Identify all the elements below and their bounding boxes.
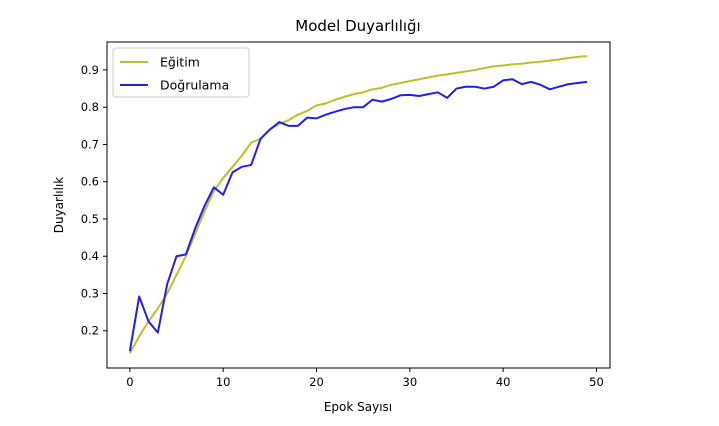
series-line-dogrulama (128, 78, 588, 352)
legend-label-egitim: Eğitim (160, 55, 200, 70)
y-tick-label: 0.4 (81, 249, 99, 263)
y-tick-label: 0.5 (81, 212, 99, 226)
chart-title: Model Duyarlılığı (295, 17, 420, 35)
y-tick-label: 0.8 (81, 100, 99, 114)
x-tick-label: 20 (309, 375, 324, 389)
x-tick-label: 40 (496, 375, 511, 389)
x-tick-label: 0 (126, 375, 133, 389)
y-axis: 0.2 0.3 0.4 0.5 0.6 0.7 0.8 0.9 (81, 63, 107, 338)
y-tick-label: 0.7 (81, 137, 99, 151)
y-tick-label: 0.2 (81, 324, 99, 338)
x-tick-label: 30 (403, 375, 418, 389)
y-tick-label: 0.6 (81, 175, 99, 189)
x-tick-label: 10 (216, 375, 231, 389)
series-line-egitim (128, 55, 588, 354)
legend-label-dogrulama: Doğrulama (160, 78, 229, 93)
plot-frame (106, 41, 611, 369)
y-axis-label: Duyarlılık (52, 177, 66, 234)
y-tick-label: 0.9 (81, 63, 99, 77)
x-tick-label: 50 (589, 375, 604, 389)
x-axis-label: Epok Sayısı (324, 400, 392, 414)
y-tick-label: 0.3 (81, 286, 99, 300)
x-axis: 0 10 20 30 40 50 (126, 368, 604, 389)
legend: Eğitim Doğrulama (112, 47, 250, 98)
series-layer (128, 55, 588, 354)
